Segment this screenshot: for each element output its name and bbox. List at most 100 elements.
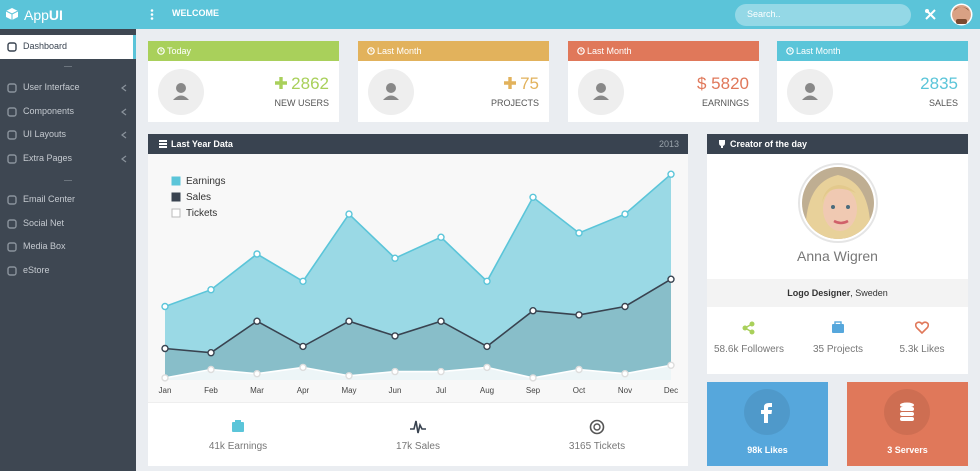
sidebar-item[interactable]: User Interface (0, 76, 136, 100)
area-fill (165, 279, 671, 380)
icon-part (954, 7, 969, 11)
icon-part (805, 83, 815, 93)
icon-part (159, 146, 167, 148)
icon-part (834, 321, 842, 326)
x-tick-label: Feb (204, 386, 218, 395)
data-point (483, 363, 491, 372)
icon-part (846, 205, 850, 209)
search-input[interactable]: Search.. (735, 4, 911, 26)
creator-role-line: Logo Designer, Sweden (707, 288, 968, 298)
icon-part (925, 9, 929, 13)
sidebar-label: Extra Pages (23, 153, 73, 163)
icon-part (6, 10, 18, 20)
icon-part (7, 154, 17, 164)
data-point (391, 332, 399, 340)
brand-light: App (24, 7, 49, 23)
sidebar-item[interactable]: Components (0, 100, 136, 124)
data-point (299, 363, 307, 372)
sidebar-label: Dashboard (23, 41, 68, 51)
icon-part (7, 266, 17, 276)
stat-label: NEW USERS (274, 98, 329, 108)
stat-card: Last Month 2835 SALES (777, 41, 968, 122)
sidebar-divider (64, 66, 72, 67)
sidebar-item[interactable]: Dashboard (0, 35, 136, 59)
icon-part (593, 95, 609, 100)
tile-icon (744, 389, 790, 435)
data-point (575, 311, 583, 319)
data-point (253, 250, 261, 258)
x-tick-label: Jun (389, 386, 402, 395)
line (164, 278, 672, 354)
footer-icon (410, 420, 426, 434)
data-point (345, 372, 353, 380)
x-tick-label: May (341, 386, 356, 395)
tools-icon[interactable] (925, 9, 936, 20)
stat-label: PROJECTS (490, 98, 539, 108)
data-point (667, 170, 675, 178)
icon-part (7, 242, 17, 252)
footer-stat: 17k Sales (396, 441, 440, 452)
icon-part (157, 47, 165, 55)
icon-part (580, 49, 583, 52)
icon-part (7, 107, 17, 117)
sidebar-item[interactable]: eStore (0, 259, 136, 283)
icon-part (761, 403, 772, 423)
data-point (391, 367, 399, 376)
icon-part (7, 195, 17, 205)
line (164, 173, 672, 308)
icon-part (7, 130, 17, 140)
sidebar-item[interactable]: Media Box (0, 235, 136, 259)
icon-part (173, 95, 189, 100)
sidebar-label: Media Box (23, 241, 66, 251)
x-tick-label: Dec (664, 386, 678, 395)
data-point (621, 302, 629, 311)
tile[interactable]: 98k Likes (707, 382, 828, 466)
sidebar-item[interactable]: Social Net (0, 212, 136, 236)
icon-part (370, 49, 373, 52)
menu-dots[interactable] (150, 9, 154, 20)
data-point (437, 233, 445, 241)
stat-icon (158, 69, 204, 115)
stat-card: Last Month 75 PROJECTS (358, 41, 549, 122)
sidebar-icon (7, 242, 17, 252)
icon-part (915, 321, 929, 335)
creator-stat: 35 Projects (812, 344, 864, 355)
tile[interactable]: 3 Servers (847, 382, 968, 466)
creator-location: , Sweden (850, 288, 888, 298)
stat-header: Today (148, 41, 339, 61)
data-point (161, 344, 169, 353)
icon-part (596, 83, 606, 93)
sidebar-item[interactable]: UI Layouts (0, 123, 136, 147)
clock-icon (157, 47, 165, 55)
icon-part (383, 95, 399, 100)
icon-part (823, 187, 857, 231)
user-avatar[interactable] (950, 3, 973, 26)
creator-stat: 5.3k Likes (899, 344, 945, 355)
creator-stat-icon (742, 321, 755, 335)
x-tick-label: Jan (159, 386, 172, 395)
sidebar-item[interactable]: Email Center (0, 188, 136, 212)
chart-title: Last Year Data (171, 139, 233, 149)
data-point (345, 210, 353, 218)
sidebar-label: eStore (23, 265, 50, 275)
icon-part (176, 83, 186, 93)
data-point (345, 317, 353, 325)
data-point (621, 369, 629, 378)
x-tick-label: Sep (526, 386, 541, 395)
legend-label: Tickets (186, 208, 217, 219)
chevron (121, 131, 127, 139)
stat-header: Last Month (568, 41, 759, 61)
icon-part (121, 108, 127, 116)
clock-icon (786, 47, 794, 55)
icon-part (900, 402, 914, 408)
icon-part (235, 420, 241, 423)
icon-part (159, 140, 167, 142)
stat-header: Last Month (358, 41, 549, 61)
legend-swatch (171, 192, 181, 202)
data-point (253, 317, 261, 325)
sidebar-item[interactable]: Extra Pages (0, 147, 136, 171)
stat-icon (787, 69, 833, 115)
stat-period: Today (167, 46, 192, 56)
